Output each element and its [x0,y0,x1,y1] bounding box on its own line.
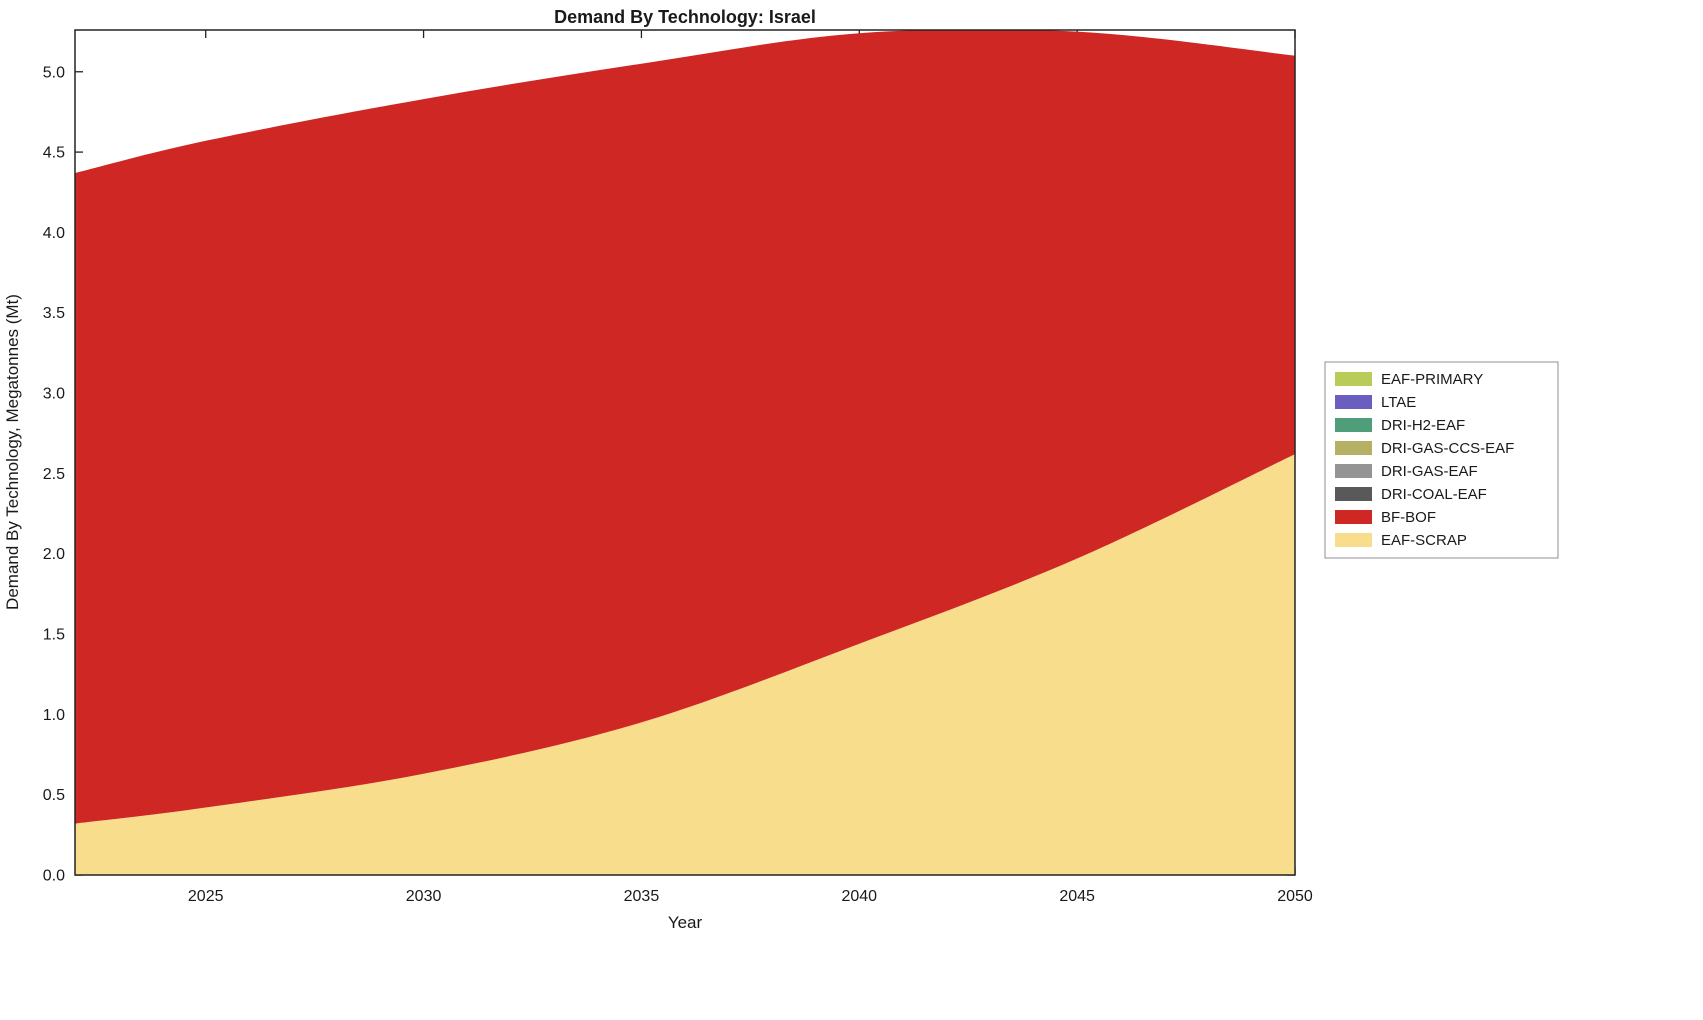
y-tick-label: 1.0 [43,707,65,724]
y-tick-label: 4.5 [43,145,65,162]
legend-swatch [1335,395,1372,409]
legend-item-dri-gas-ccs-eaf: DRI-GAS-CCS-EAF [1335,440,1514,457]
x-tick-label: 2050 [1277,888,1313,905]
chart-title: Demand By Technology: Israel [554,7,816,27]
x-tick-label: 2030 [406,888,442,905]
legend-swatch [1335,464,1372,478]
legend-item-eaf-primary: EAF-PRIMARY [1335,371,1483,388]
legend-label: DRI-GAS-EAF [1381,463,1478,480]
y-tick-label: 1.5 [43,627,65,644]
x-axis-label: Year [668,913,703,932]
legend-label: DRI-COAL-EAF [1381,486,1487,503]
x-tick-label: 2025 [188,888,224,905]
y-tick-label: 2.5 [43,466,65,483]
legend-box [1324,361,1559,559]
legend: EAF-PRIMARY LTAE DRI-H2-EAF DRI-GAS-CCS-EAF… [1324,361,1559,559]
legend-item-bf-bof: BF-BOF [1335,509,1436,526]
legend-label: DRI-GAS-CCS-EAF [1381,440,1514,457]
x-tick-label: 2035 [624,888,660,905]
legend-label: EAF-SCRAP [1381,532,1467,549]
legend-swatch [1335,372,1372,386]
area-layers [75,30,1295,875]
area-bf-bof [75,30,1295,824]
y-axis-label: Demand By Technology, Megatonnes (Mt) [3,294,22,610]
y-tick-label: 4.0 [43,225,65,242]
x-tick-label: 2045 [1059,888,1095,905]
legend-swatch [1335,441,1372,455]
y-tick-label: 2.0 [43,546,65,563]
legend-item-dri-h2-eaf: DRI-H2-EAF [1335,417,1465,434]
legend-swatch [1335,487,1372,501]
legend-swatch [1335,510,1372,524]
y-tick-label: 0.5 [43,787,65,804]
legend-swatch [1335,533,1372,547]
legend-label: LTAE [1381,394,1416,411]
y-tick-label: 5.0 [43,64,65,81]
y-tick-label: 0.0 [43,868,65,885]
legend-item-eaf-scrap: EAF-SCRAP [1335,532,1467,549]
tick-labels: 2025 2030 2035 2040 2045 2050 0.0 0.5 1.0 1.5 2.0 2… [43,64,1313,905]
legend-item-ltae: LTAE [1335,394,1416,411]
y-tick-label: 3.0 [43,386,65,403]
y-tick-label: 3.5 [43,305,65,322]
legend-label: BF-BOF [1381,509,1436,526]
legend-item-dri-coal-eaf: DRI-COAL-EAF [1335,486,1487,503]
legend-item-dri-gas-eaf: DRI-GAS-EAF [1335,463,1478,480]
plot-frame [74,29,1296,876]
legend-swatch [1335,418,1372,432]
legend-label: DRI-H2-EAF [1381,417,1465,434]
legend-label: EAF-PRIMARY [1381,371,1483,388]
area-eaf-scrap [75,454,1295,875]
x-tick-label: 2040 [841,888,877,905]
